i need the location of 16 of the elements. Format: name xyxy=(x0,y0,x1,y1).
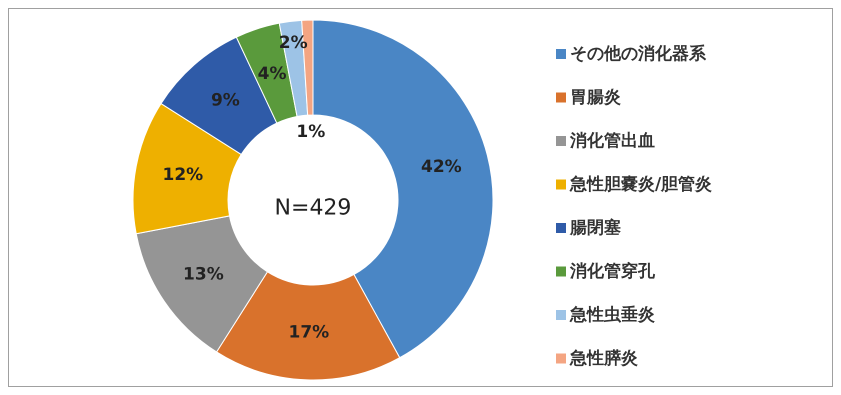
legend-label: 急性虫垂炎 xyxy=(569,305,655,325)
legend-label: その他の消化器系 xyxy=(570,44,707,64)
text: N=429 xyxy=(274,196,352,220)
data-label: 4% xyxy=(258,64,286,84)
legend-label: 胃腸炎 xyxy=(570,88,621,108)
legend-label: 消化管出血 xyxy=(569,131,655,151)
data-label: 17% xyxy=(288,322,330,342)
data-label: 9% xyxy=(210,90,240,111)
legend-label: 消化管穿孔 xyxy=(569,262,656,282)
data-label: 13% xyxy=(183,264,224,284)
legend-label: 腸閉塞 xyxy=(569,218,621,238)
legend-label: 急性胆嚢炎/胆管炎 xyxy=(569,174,712,194)
legend-label: 急性膵炎 xyxy=(569,348,638,368)
data-label: 12% xyxy=(162,165,204,186)
data-label: 1% xyxy=(296,122,326,142)
data-label: 42% xyxy=(420,157,462,178)
